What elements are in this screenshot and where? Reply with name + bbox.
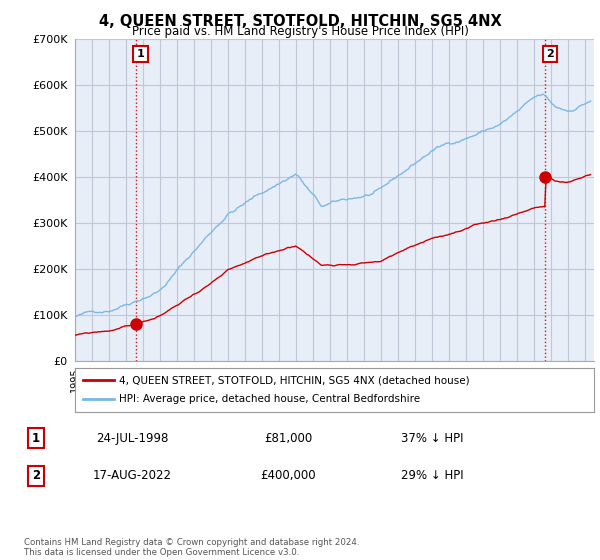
Text: 4, QUEEN STREET, STOTFOLD, HITCHIN, SG5 4NX: 4, QUEEN STREET, STOTFOLD, HITCHIN, SG5 …	[98, 14, 502, 29]
Text: 2: 2	[546, 49, 554, 59]
Text: 29% ↓ HPI: 29% ↓ HPI	[401, 469, 463, 482]
Text: 4, QUEEN STREET, STOTFOLD, HITCHIN, SG5 4NX (detached house): 4, QUEEN STREET, STOTFOLD, HITCHIN, SG5 …	[119, 375, 470, 385]
Text: £400,000: £400,000	[260, 469, 316, 482]
Text: 17-AUG-2022: 17-AUG-2022	[92, 469, 172, 482]
Text: HPI: Average price, detached house, Central Bedfordshire: HPI: Average price, detached house, Cent…	[119, 394, 420, 404]
Text: 2: 2	[32, 469, 40, 482]
Text: Price paid vs. HM Land Registry's House Price Index (HPI): Price paid vs. HM Land Registry's House …	[131, 25, 469, 38]
Text: 37% ↓ HPI: 37% ↓ HPI	[401, 432, 463, 445]
Text: £81,000: £81,000	[264, 432, 312, 445]
Text: 24-JUL-1998: 24-JUL-1998	[96, 432, 168, 445]
Text: 1: 1	[32, 432, 40, 445]
Text: 1: 1	[137, 49, 145, 59]
Text: Contains HM Land Registry data © Crown copyright and database right 2024.
This d: Contains HM Land Registry data © Crown c…	[24, 538, 359, 557]
